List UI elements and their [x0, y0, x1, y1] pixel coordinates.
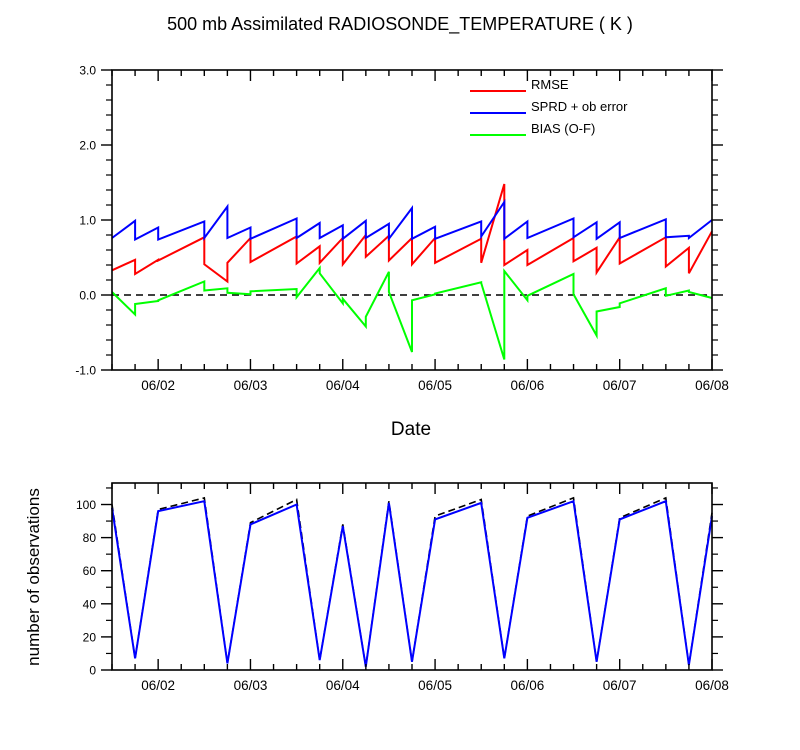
- bottom-y-tick-label: 40: [83, 597, 97, 611]
- top-y-tick-label: -1.0: [75, 364, 96, 378]
- bottom-x-tick-label: 06/05: [418, 678, 452, 693]
- chart-title: 500 mb Assimilated RADIOSONDE_TEMPERATUR…: [167, 14, 633, 34]
- top-plot: 06/02 06/03 06/04 06/05 06/06 06/07 06/08 -1.0 0…: [75, 64, 729, 394]
- top-y-tick-label: 0.0: [79, 289, 96, 303]
- bottom-x-tick-label: 06/08: [695, 678, 729, 693]
- top-x-tick-label: 06/04: [326, 378, 360, 393]
- top-x-tick-label: 06/07: [603, 378, 637, 393]
- bottom-series-line-2: [111, 499, 713, 667]
- bottom-plot-frame: [111, 482, 713, 671]
- legend-label-rmse: RMSE: [531, 77, 569, 92]
- legend-label-bias-o-f: BIAS (O-F): [531, 121, 595, 136]
- top-y-tick-label: 3.0: [79, 64, 96, 78]
- top-y-tick-label: 2.0: [79, 139, 96, 153]
- bottom-y-tick-label: 20: [83, 630, 97, 644]
- bottom-y-tick-label: 0: [89, 664, 96, 678]
- bottom-y-tick-label: 80: [83, 531, 97, 545]
- bottom-series-line-1: [111, 496, 713, 667]
- series-line-bias-o-f: [111, 265, 713, 360]
- top-x-tick-label: 06/02: [141, 378, 175, 393]
- bottom-x-tick-label: 06/02: [141, 678, 175, 693]
- top-x-tick-label: 06/03: [234, 378, 268, 393]
- bottom-y-tick-label: 60: [83, 564, 97, 578]
- bottom-y-tick-label: 100: [76, 498, 96, 512]
- bottom-x-tick-label: 06/04: [326, 678, 360, 693]
- bottom-x-tick-label: 06/03: [234, 678, 268, 693]
- x-axis-label: Date: [390, 419, 432, 440]
- series-line-rmse: [111, 183, 713, 284]
- bottom-x-tick-label: 06/06: [510, 678, 544, 693]
- top-x-tick-label: 06/06: [510, 378, 544, 393]
- bottom-x-tick-label: 06/07: [603, 678, 637, 693]
- series-line-sprd-ob-error: [111, 198, 713, 242]
- bottom-plot: 06/02 06/03 06/04 06/05 06/06 06/07 06/08 0 20 40…: [76, 482, 729, 693]
- top-x-tick-label: 06/05: [418, 378, 452, 393]
- top-x-tick-label: 06/08: [695, 378, 729, 393]
- legend-label-sprd-ob-error: SPRD + ob error: [531, 99, 628, 114]
- top-y-tick-label: 1.0: [79, 214, 96, 228]
